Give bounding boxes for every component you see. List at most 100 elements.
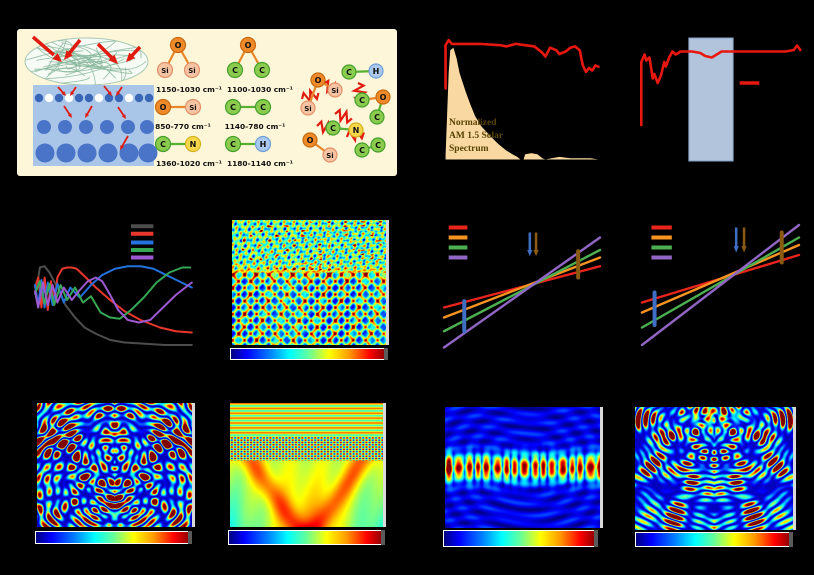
arrow-head [108,54,118,64]
atom-C [369,109,385,125]
large-particle [98,143,118,163]
atom-label: C [230,140,236,149]
bond-wavenumber-label: 1180-1140 cm⁻¹ [227,159,293,168]
fiber [88,45,145,72]
series-line [444,238,600,348]
arrow-shaft [67,38,82,56]
bond-wavenumber-label: 1140-780 cm⁻¹ [225,122,286,131]
arrow-head [52,52,62,62]
atom-label: O [175,41,182,50]
series-line [35,278,192,323]
atom-label: O [307,136,314,145]
series-line [444,258,600,318]
annotation-line-3: Spectrum [449,144,489,154]
large-particle [56,143,76,163]
atom-O [375,89,391,105]
atom-label: Si [326,152,333,160]
annotation-line-2: AM 1.5 Solar [449,131,504,141]
atom-label: Si [304,105,311,113]
small-particle [104,93,114,103]
small-particle [54,93,64,103]
atom-C [370,137,386,153]
panel-b-plot [444,35,600,160]
atom-Si [300,100,316,116]
atom-C [224,135,242,153]
atom-label: C [374,113,380,122]
arrow-head [61,91,66,96]
arrow-shaft [57,86,65,95]
atom-label: C [359,146,365,155]
series-area [445,47,599,160]
atom-C [154,135,172,153]
bond-wavenumber-label: 1150-1030 cm⁻¹ [156,85,222,94]
field-map-1 [37,403,195,527]
arrow-head [126,52,136,62]
field-map-2 [230,403,386,527]
region-fill [689,38,733,161]
fiber [45,47,81,72]
arrow-head [107,91,112,96]
colorbar-3 [443,530,598,547]
atom-C [325,120,341,136]
atom-label: Si [331,87,338,95]
atom-C [224,98,242,116]
series-line [37,266,192,345]
arrow-head [64,50,73,60]
panel-b: Normalized AM 1.5 Solar Spectrum [444,35,600,162]
atom-label: O [380,93,387,102]
field-map-e [232,220,389,345]
panel-c-plot [638,35,802,185]
arrow-shaft [63,105,71,116]
arrow-head [70,91,75,96]
field-map-4 [635,407,796,530]
atom-label: N [190,140,197,149]
atom-H [254,135,272,153]
small-particle [74,93,84,103]
large-particle [138,143,158,163]
atom-C [253,61,271,79]
particle-lattice [33,85,158,166]
arrow-shaft [117,106,125,117]
atom-label: C [230,103,236,112]
small-particle [144,93,154,103]
atom-C [354,142,370,158]
field-map-2-canvas [230,403,383,527]
mark-arrow-head [741,246,747,253]
incident-light-arrows [31,35,142,64]
colorbar-4 [635,532,793,547]
field-map-3 [445,407,603,528]
field-map-4-canvas [635,407,793,530]
mid-particle [100,120,114,134]
atom-Si [184,98,202,116]
panel-d-plot [35,225,195,350]
solar-spectrum-annotation: Normalized AM 1.5 Solar Spectrum [449,117,503,156]
field-map-1-canvas [37,403,192,527]
panel-a-canvas: O Si Si 1150-1030 cm⁻¹ O Si 850-770 cm⁻¹ C N 1360… [17,29,397,176]
large-particle [35,143,55,163]
atom-label: C [375,141,381,150]
atom-label: Si [189,104,196,112]
atom-N [348,122,364,138]
fiber [61,42,92,65]
atom-label: O [160,103,167,112]
small-particle [94,93,104,103]
small-particle [44,93,54,103]
large-particle [77,143,97,163]
red-squiggle [334,107,353,125]
arrow-shaft [121,135,129,147]
atom-O [239,36,257,54]
series-line [444,250,600,331]
atom-O [310,72,326,88]
atom-label: C [232,66,238,75]
fiber [73,56,77,71]
bond-wavenumber-label: 1100-1030 cm⁻¹ [227,85,293,94]
mid-particle [79,120,93,134]
small-particle [114,93,124,103]
series-line [446,40,599,88]
fiber [43,58,126,80]
series-line [642,245,799,313]
fiber [33,40,117,57]
fiber [47,39,102,64]
small-particle [124,93,134,103]
